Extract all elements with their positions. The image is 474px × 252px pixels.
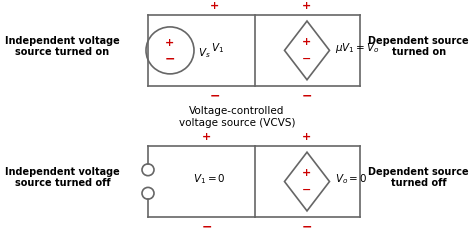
Text: −: − bbox=[165, 52, 175, 65]
Text: −: − bbox=[210, 89, 220, 103]
Text: +: + bbox=[202, 132, 211, 142]
Text: +: + bbox=[302, 1, 311, 11]
Text: +: + bbox=[302, 37, 311, 47]
Text: +: + bbox=[302, 132, 311, 142]
Text: −: − bbox=[302, 185, 312, 195]
Text: +: + bbox=[210, 1, 219, 11]
Text: +: + bbox=[302, 168, 311, 178]
Text: −: − bbox=[302, 221, 312, 234]
Text: −: − bbox=[302, 54, 312, 64]
Text: Dependent source
turned on: Dependent source turned on bbox=[368, 36, 469, 57]
Text: Independent voltage
source turned on: Independent voltage source turned on bbox=[5, 36, 120, 57]
Text: $\mu V_1 = V_o$: $\mu V_1 = V_o$ bbox=[336, 41, 380, 55]
Text: +: + bbox=[165, 38, 174, 48]
Text: −: − bbox=[201, 221, 212, 234]
Text: $V_1 = 0$: $V_1 = 0$ bbox=[193, 173, 226, 186]
Text: $V_1$: $V_1$ bbox=[211, 42, 225, 55]
Text: $V_o = 0$: $V_o = 0$ bbox=[336, 173, 368, 186]
Text: Independent voltage
source turned off: Independent voltage source turned off bbox=[5, 167, 120, 188]
Text: $V_s$: $V_s$ bbox=[198, 46, 211, 60]
Text: Dependent source
turned off: Dependent source turned off bbox=[368, 167, 469, 188]
Text: −: − bbox=[302, 89, 312, 103]
Text: Voltage-controlled
voltage source (VCVS): Voltage-controlled voltage source (VCVS) bbox=[179, 106, 295, 128]
